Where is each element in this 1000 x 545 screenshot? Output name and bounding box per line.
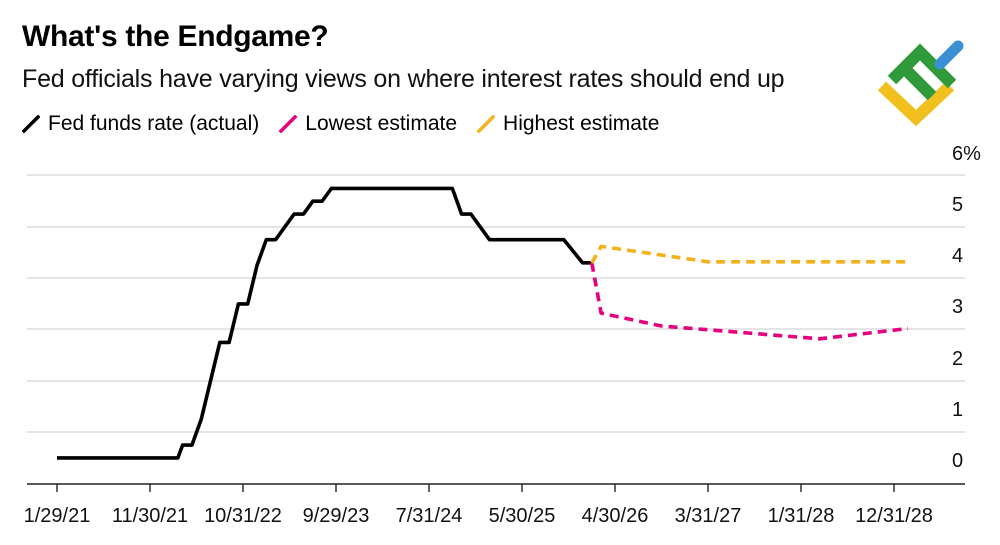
legend-swatch-lowest: [279, 115, 298, 133]
x-tick-label: 3/31/27: [675, 505, 742, 527]
logo-blue-stroke: [934, 40, 964, 70]
series-line-highest: [590, 244, 908, 264]
y-tick-label: 1: [952, 399, 963, 421]
x-tick-label: 1/31/28: [768, 505, 835, 527]
x-tick-label: 9/29/23: [303, 505, 370, 527]
series-line-actual: [57, 186, 592, 460]
grid-layer: [27, 174, 965, 433]
chart-title: What's the Endgame?: [22, 20, 329, 53]
legend-swatch-actual-line: [22, 115, 40, 133]
legend-swatch-highest: [477, 115, 496, 133]
logo-green-chevron: [887, 43, 957, 89]
legend-item-actual: Fed funds rate (actual): [22, 112, 259, 136]
y-tick-label: 6%: [952, 143, 981, 165]
chart-subtitle: Fed officials have varying views on wher…: [22, 65, 785, 93]
legend-swatch-actual: [22, 115, 40, 133]
legend-item-lowest: Lowest estimate: [279, 112, 457, 136]
y-tick-label: 0: [952, 450, 963, 472]
brand-logo-icon: [877, 40, 964, 127]
legend-item-highest: Highest estimate: [477, 112, 659, 136]
legend: Fed funds rate (actual) Lowest estimate …: [22, 110, 679, 138]
y-tick-label: 2: [952, 348, 963, 370]
x-tick-label: 7/31/24: [396, 505, 463, 527]
x-tick-label: 11/30/21: [112, 505, 188, 527]
series-layer: [57, 186, 909, 460]
x-tick-label: 5/30/25: [489, 505, 556, 527]
legend-label-lowest: Lowest estimate: [305, 112, 458, 135]
logo-yellow-chevron: [877, 81, 955, 127]
series-line-lowest: [590, 262, 909, 341]
legend-swatch-lowest-line: [279, 115, 298, 133]
axis-layer: [27, 483, 965, 492]
x-tick-label: 10/31/22: [204, 505, 282, 527]
x-tick-label: 12/31/28: [855, 505, 933, 527]
y-tick-label: 3: [952, 296, 963, 318]
legend-label-highest: Highest estimate: [503, 112, 660, 135]
y-tick-label: 4: [952, 245, 963, 267]
legend-label-actual: Fed funds rate (actual): [48, 112, 260, 135]
y-tick-label: 5: [952, 194, 963, 216]
x-tick-label: 1/29/21: [24, 505, 91, 527]
legend-swatch-highest-line: [477, 115, 496, 133]
logo-green-bar: [899, 63, 937, 101]
label-layer: 0 1 2 3 4 5 6% 1/29/21 11/30/21 10/31/22 9/29/23 7/…: [24, 143, 981, 527]
x-tick-label: 4/30/26: [582, 505, 649, 527]
